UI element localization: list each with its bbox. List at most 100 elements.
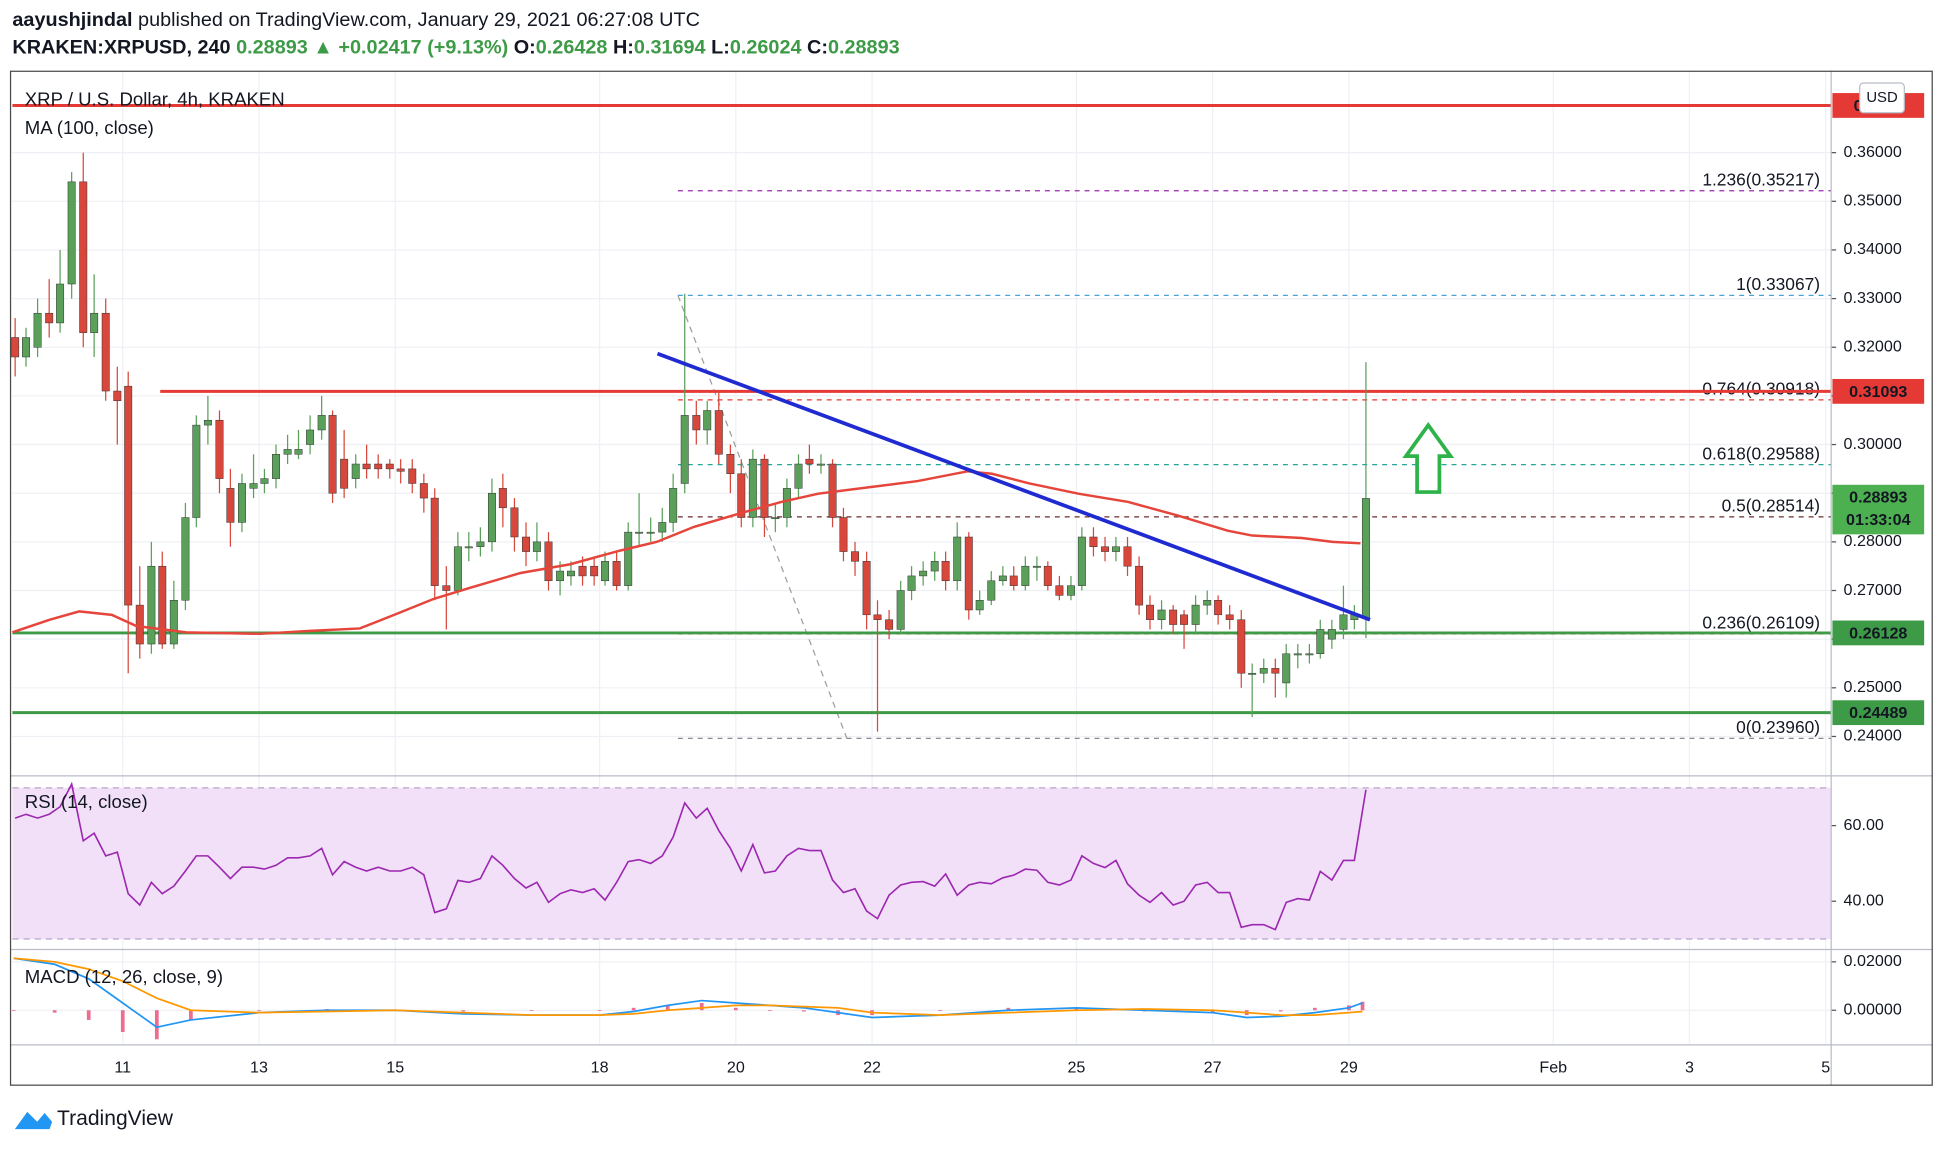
header-line: KRAKEN:XRPUSD, 240 0.28893 ▲ +0.02417 (+… — [12, 37, 899, 59]
x-tick-label: 11 — [114, 1059, 131, 1077]
candle-body — [1214, 599, 1223, 616]
logo-icon — [14, 1111, 53, 1130]
moving-average — [12, 470, 1361, 636]
fib-label: 1.236(0.35217) — [1702, 169, 1820, 189]
candle-body — [1067, 585, 1075, 596]
candle-body — [692, 415, 701, 431]
candle-body — [362, 463, 371, 470]
candle-body — [998, 575, 1007, 582]
header-segment: 0.28893 — [828, 37, 900, 59]
candle-body — [714, 410, 723, 455]
usd-button[interactable] — [1859, 82, 1905, 114]
candle-body — [1225, 614, 1234, 620]
candle-body — [1089, 536, 1098, 547]
candle-body — [374, 463, 383, 470]
candle-body — [987, 580, 996, 601]
candle-body — [1043, 565, 1052, 586]
price-tag — [1832, 700, 1925, 726]
candle-body — [839, 517, 848, 552]
candle-body — [487, 492, 496, 543]
x-tick-label: 13 — [250, 1059, 268, 1077]
macd-histogram-bar — [1278, 1010, 1283, 1012]
candle-body — [11, 337, 20, 358]
macd-histogram-bar — [257, 1010, 261, 1011]
y-tick-label: 0.02000 — [1844, 952, 1902, 970]
footer-brand: TradingView — [57, 1107, 174, 1130]
header-segment: O: — [514, 37, 536, 59]
candle-body — [590, 565, 599, 577]
candle-body — [885, 619, 894, 630]
x-tick-label: Feb — [1539, 1059, 1567, 1077]
candle-body — [464, 546, 473, 549]
candle-body — [22, 337, 30, 358]
candle-body — [430, 497, 439, 586]
overlay-legend: MA (100, close) — [25, 117, 154, 138]
macd-histogram-bar — [189, 1010, 193, 1020]
candle-body — [476, 541, 485, 547]
candle-body — [1327, 629, 1336, 640]
chart-frame — [9, 70, 1933, 1086]
price-tag — [1832, 378, 1925, 404]
y-tick-label: 0.28000 — [1844, 532, 1902, 550]
candle-body — [1123, 546, 1132, 567]
candle-body — [135, 604, 144, 645]
x-tick-label: 22 — [863, 1059, 881, 1077]
candle-body — [67, 181, 76, 285]
candle-body — [805, 458, 814, 465]
candle-body — [578, 565, 587, 577]
candle-body — [896, 590, 905, 630]
candle-body — [147, 565, 156, 645]
x-tick-label: 3 — [1685, 1059, 1694, 1077]
x-tick-label: 18 — [591, 1059, 609, 1077]
rsi-band — [12, 787, 1832, 940]
candle-body — [79, 181, 88, 333]
candle-body — [408, 468, 417, 484]
candle-body — [45, 312, 54, 324]
price-tag-label: 0.24489 — [1849, 704, 1907, 722]
y-tick-label: 60.00 — [1844, 816, 1884, 834]
candle-body — [782, 488, 791, 518]
macd-histogram-bar — [1074, 1007, 1079, 1011]
candle-body — [669, 488, 678, 523]
y-tick-label: 0.24000 — [1844, 727, 1902, 745]
candle-body — [532, 541, 541, 552]
macd-line — [13, 957, 1363, 1016]
y-tick-label: 0.32000 — [1844, 338, 1902, 356]
candle-body — [260, 478, 269, 484]
candle-body — [522, 536, 530, 552]
header-segment: KRAKEN:XRPUSD, 240 — [12, 37, 236, 59]
candle-body — [1339, 614, 1348, 630]
last-price-tag — [1832, 484, 1925, 535]
candle-body — [1180, 614, 1189, 625]
candle-body — [1248, 672, 1257, 675]
candle-body — [680, 415, 689, 484]
header-segment: published on TradingView.com, January 29… — [133, 9, 700, 31]
header-segment: 0.26024 — [730, 37, 807, 59]
header-segment: 0.28893 ▲ +0.02417 (+9.13%) — [236, 37, 514, 59]
macd-histogram-bar — [120, 1010, 125, 1033]
macd-histogram-bar — [938, 1010, 943, 1011]
y-tick-label: 0.30000 — [1844, 435, 1902, 453]
candle-body — [294, 449, 303, 455]
macd-histogram-bar — [802, 1010, 806, 1012]
candle-body — [544, 541, 553, 582]
y-tick-label: 0.27000 — [1844, 581, 1902, 599]
candle-body — [703, 410, 712, 431]
candle-body — [317, 415, 326, 431]
macd-histogram-bar — [86, 1010, 91, 1020]
candle-body — [760, 458, 769, 518]
macd-histogram-bar — [529, 1010, 534, 1011]
macd-histogram-bar — [1210, 1010, 1215, 1013]
candle-body — [1282, 653, 1291, 684]
candle-body — [726, 454, 735, 474]
candle-body — [90, 312, 99, 333]
candle-body — [1021, 565, 1030, 586]
price-tag-label: 0.31093 — [1849, 383, 1907, 401]
macd-histogram-bar — [1312, 1007, 1317, 1011]
candle-body — [1032, 565, 1041, 568]
y-tick-label: 0.36000 — [1844, 143, 1902, 161]
macd-title: MACD (12, 26, close, 9) — [25, 966, 223, 987]
x-tick-label: 29 — [1340, 1059, 1358, 1077]
candle-body — [919, 570, 928, 577]
candle-body — [748, 458, 757, 518]
